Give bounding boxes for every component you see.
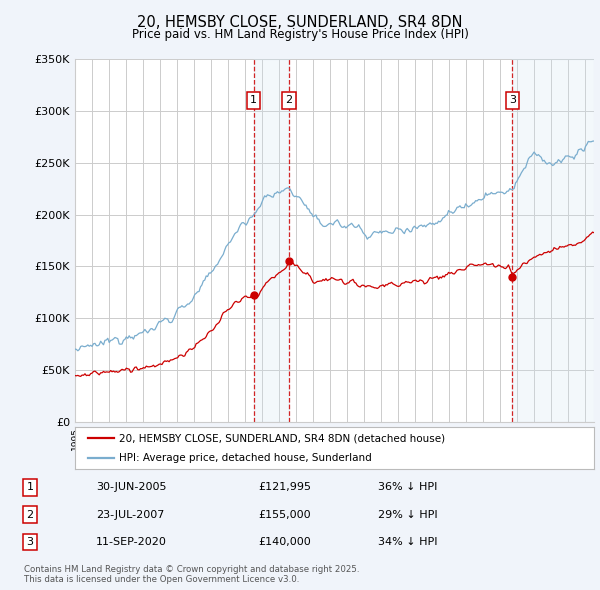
Text: £155,000: £155,000	[258, 510, 311, 520]
Text: £140,000: £140,000	[258, 537, 311, 547]
Text: 2: 2	[286, 96, 293, 106]
Text: 20, HEMSBY CLOSE, SUNDERLAND, SR4 8DN: 20, HEMSBY CLOSE, SUNDERLAND, SR4 8DN	[137, 15, 463, 30]
Text: 1: 1	[26, 483, 34, 493]
Text: 34% ↓ HPI: 34% ↓ HPI	[378, 537, 437, 547]
Text: 36% ↓ HPI: 36% ↓ HPI	[378, 483, 437, 493]
Text: Contains HM Land Registry data © Crown copyright and database right 2025.
This d: Contains HM Land Registry data © Crown c…	[24, 565, 359, 584]
Text: Price paid vs. HM Land Registry's House Price Index (HPI): Price paid vs. HM Land Registry's House …	[131, 28, 469, 41]
Bar	[512, 59, 594, 422]
Text: 11-SEP-2020: 11-SEP-2020	[96, 537, 167, 547]
Text: 1: 1	[250, 96, 257, 106]
Text: 2: 2	[26, 510, 34, 520]
Text: HPI: Average price, detached house, Sunderland: HPI: Average price, detached house, Sund…	[119, 454, 372, 463]
Bar	[254, 59, 289, 422]
Text: 29% ↓ HPI: 29% ↓ HPI	[378, 510, 437, 520]
Text: 3: 3	[509, 96, 516, 106]
Text: 30-JUN-2005: 30-JUN-2005	[96, 483, 167, 493]
Text: £121,995: £121,995	[258, 483, 311, 493]
Text: 3: 3	[26, 537, 34, 547]
Text: 20, HEMSBY CLOSE, SUNDERLAND, SR4 8DN (detached house): 20, HEMSBY CLOSE, SUNDERLAND, SR4 8DN (d…	[119, 434, 445, 444]
Text: 23-JUL-2007: 23-JUL-2007	[96, 510, 164, 520]
